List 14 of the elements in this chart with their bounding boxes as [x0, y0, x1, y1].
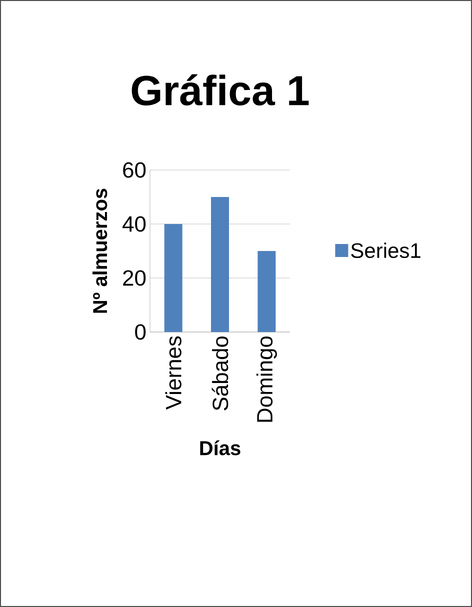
y-tick-label: 40	[122, 216, 146, 232]
legend-label: Series1	[351, 242, 420, 258]
x-tick-label: Sábado	[212, 336, 228, 410]
chart-title: Gráfica 1	[132, 74, 309, 106]
y-axis-title: Nº almuerzos	[92, 188, 108, 313]
x-tick-label: Viernes	[165, 336, 182, 410]
bar	[164, 224, 182, 332]
x-axis-title: Días	[200, 440, 240, 456]
y-tick-label: 0	[135, 324, 146, 340]
bar	[258, 250, 276, 332]
x-tick-label: Domingo	[256, 336, 277, 422]
bar	[210, 196, 229, 332]
y-tick-label: 20	[123, 270, 146, 286]
y-tick-label: 60	[123, 162, 146, 178]
